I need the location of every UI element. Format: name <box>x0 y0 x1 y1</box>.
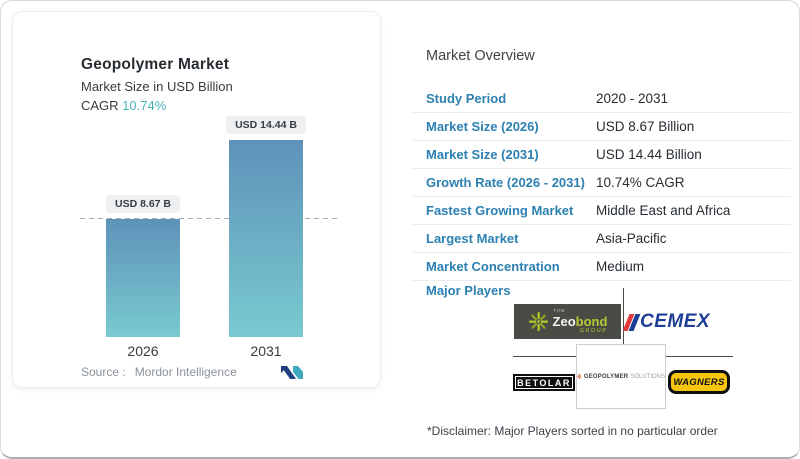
geopolymer-word: GEOPOLYMER <box>583 373 629 380</box>
logo-zeobond: THE Zeobond GROUP <box>514 304 621 339</box>
zeobond-zeo: Zeo <box>552 313 576 329</box>
source-line: Source : Mordor Intelligence <box>81 365 237 379</box>
wagners-wordmark: WAGNERS <box>673 376 725 388</box>
major-players-collage: THE Zeobond GROUP CEMEX GEOPOLYMER SOLUTI… <box>501 286 799 411</box>
market-size-chart-card: Geopolymer Market Market Size in USD Bil… <box>12 11 381 388</box>
chart-bar <box>229 140 303 337</box>
row-label: Study Period <box>426 91 507 106</box>
source-label: Source : <box>81 365 126 379</box>
row-value: 10.74% CAGR <box>596 175 685 190</box>
zeobond-the: THE <box>553 308 566 313</box>
betolar-wordmark: BETOLAR <box>517 377 571 388</box>
row-value: Asia-Pacific <box>596 231 667 246</box>
x-axis-tick-label: 2026 <box>127 343 159 359</box>
row-label: Market Concentration <box>426 259 560 274</box>
collage-connector-line <box>664 356 733 357</box>
table-row: Fastest Growing Market Middle East and A… <box>413 197 791 225</box>
zeobond-bond: bond <box>575 313 608 329</box>
chart-title: Geopolymer Market <box>81 56 230 73</box>
row-value: Medium <box>596 259 645 274</box>
cagr-value: 10.74% <box>122 98 167 113</box>
row-label: Market Size (2026) <box>426 119 539 134</box>
row-value: USD 14.44 Billion <box>596 147 702 162</box>
bar-value-pill: USD 8.67 B <box>105 194 181 213</box>
logo-betolar: BETOLAR <box>513 374 575 391</box>
table-row: Market Concentration Medium <box>413 253 791 281</box>
disclaimer-text: *Disclaimer: Major Players sorted in no … <box>427 424 718 438</box>
table-row: Study Period 2020 - 2031 <box>413 85 791 113</box>
logo-wagners: WAGNERS <box>668 370 730 394</box>
reference-dash-line <box>80 217 340 219</box>
chart-header: Geopolymer Market Market Size in USD Bil… <box>81 56 233 113</box>
zeobond-group: GROUP <box>579 327 608 334</box>
x-axis-tick-label: 2031 <box>250 343 282 359</box>
overview-table: Study Period 2020 - 2031 Market Size (20… <box>413 85 791 281</box>
logo-cemex: CEMEX <box>622 309 736 335</box>
overview-title: Market Overview <box>426 48 535 64</box>
row-label: Fastest Growing Market <box>426 203 574 218</box>
collage-connector-line <box>513 356 576 357</box>
cemex-wordmark: CEMEX <box>640 311 711 332</box>
solutions-word: SOLUTIONS <box>630 373 665 380</box>
cagr-label: CAGR <box>81 98 119 113</box>
table-row: Market Size (2031) USD 14.44 Billion <box>413 141 791 169</box>
table-row: Growth Rate (2026 - 2031) 10.74% CAGR <box>413 169 791 197</box>
row-label: Market Size (2031) <box>426 147 539 162</box>
major-players-label: Major Players <box>426 283 511 298</box>
row-value: USD 8.67 Billion <box>596 119 695 134</box>
logo-geopolymer-solutions: GEOPOLYMER SOLUTIONS <box>576 344 666 409</box>
row-label: Largest Market <box>426 231 519 246</box>
zeobond-wordmark: THE Zeobond GROUP <box>552 308 608 334</box>
chart-cagr-line: CAGR 10.74% <box>81 98 233 113</box>
chart-subtitle: Market Size in USD Billion <box>81 79 233 94</box>
mordor-intelligence-logo-icon <box>281 366 303 379</box>
source-value: Mordor Intelligence <box>134 365 237 379</box>
chart-bar <box>106 218 180 337</box>
row-label: Growth Rate (2026 - 2031) <box>426 175 585 190</box>
row-value: Middle East and Africa <box>596 203 731 218</box>
collage-connector-line <box>623 288 624 344</box>
row-value: 2020 - 2031 <box>596 91 669 106</box>
zeobond-star-icon <box>528 311 548 332</box>
bar-value-pill: USD 14.44 B <box>226 116 306 134</box>
geopolymer-diamond-icon <box>577 373 582 379</box>
table-row: Market Size (2026) USD 8.67 Billion <box>413 113 791 141</box>
table-row: Largest Market Asia-Pacific <box>413 225 791 253</box>
